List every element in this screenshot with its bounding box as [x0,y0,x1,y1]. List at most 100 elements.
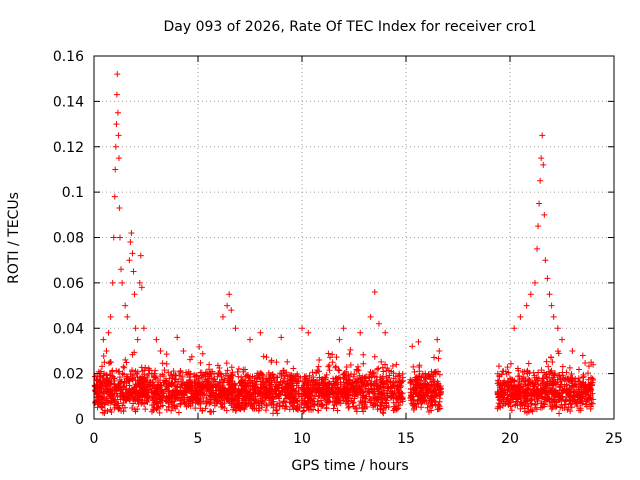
roti-point [539,393,546,400]
roti-point [341,373,348,380]
roti-point [358,375,365,382]
roti-point [555,350,562,357]
y-axis-label: ROTI / TECUs [6,192,22,284]
roti-point [501,396,508,403]
roti-point [418,385,425,392]
roti-point [284,358,291,365]
y-tick-label: 0.02 [53,367,84,383]
roti-point [133,370,140,377]
roti-point [101,407,108,414]
roti-point [573,399,580,406]
roti-point [103,388,110,395]
roti-point [346,350,353,357]
roti-point [345,372,352,379]
roti-point [514,365,521,372]
roti-point [136,279,143,286]
roti-point [113,91,120,98]
roti-point [384,394,391,401]
roti-point [539,132,546,139]
roti-point [316,384,323,391]
roti-point [184,372,191,379]
roti-point [284,385,291,392]
roti-point [172,405,179,412]
roti-point [103,347,110,354]
roti-point [523,409,530,416]
roti-point [375,393,382,400]
roti-point [124,313,131,320]
roti-point [569,397,576,404]
roti-point [385,404,392,411]
roti-point [227,390,234,397]
roti-point [122,404,129,411]
roti-point [123,375,130,382]
roti-point [236,380,243,387]
roti-point [370,404,377,411]
roti-point [290,402,297,409]
roti-point [414,398,421,405]
roti-point [120,363,127,370]
roti-point [524,385,531,392]
roti-point [145,396,152,403]
roti-point [531,383,538,390]
roti-point [546,291,553,298]
roti-point [554,325,561,332]
roti-point [122,356,129,363]
roti-point [318,376,325,383]
roti-point [375,320,382,327]
roti-point [100,353,107,360]
roti-point [185,368,192,375]
roti-point [420,374,427,381]
roti-point [573,381,580,388]
roti-point [273,379,280,386]
roti-point [218,394,225,401]
roti-point [174,334,181,341]
roti-point [109,279,116,286]
roti-point [511,382,518,389]
roti-point [101,370,108,377]
roti-point [223,394,230,401]
roti-point [299,325,305,332]
roti-point [585,370,592,377]
roti-point [371,288,378,295]
roti-point [585,376,592,383]
roti-point [540,161,547,168]
roti-point [207,392,214,399]
roti-point [531,279,538,286]
roti-point [548,302,555,309]
roti-point [113,121,120,128]
roti-point [116,374,123,381]
roti-point [98,404,105,411]
roti-point [226,387,233,394]
roti-point [351,371,358,378]
roti-point [226,291,233,298]
roti-point [145,365,152,372]
roti-point [550,372,557,379]
roti-point [198,374,205,381]
roti-point [532,393,539,400]
roti-point [131,349,138,356]
roti-point [374,366,381,373]
roti-point [228,307,235,314]
roti-point [371,401,378,408]
roti-point [326,398,333,405]
roti-point [424,404,431,411]
roti-point [263,354,270,361]
roti-point [535,369,542,376]
roti-point [252,396,259,403]
roti-point [538,367,545,374]
roti-point [218,403,225,410]
roti-point [342,381,349,388]
roti-point [207,370,214,377]
roti-point [119,370,126,377]
roti-point [367,313,374,320]
roti-point [576,386,583,393]
roti-point [375,365,382,372]
roti-point [362,398,369,405]
roti-point [335,393,342,400]
roti-point [240,396,247,403]
roti-point [412,382,419,389]
y-tick-label: 0.06 [53,276,84,292]
roti-point [547,384,554,391]
roti-point [132,408,139,415]
roti-point [333,390,340,397]
